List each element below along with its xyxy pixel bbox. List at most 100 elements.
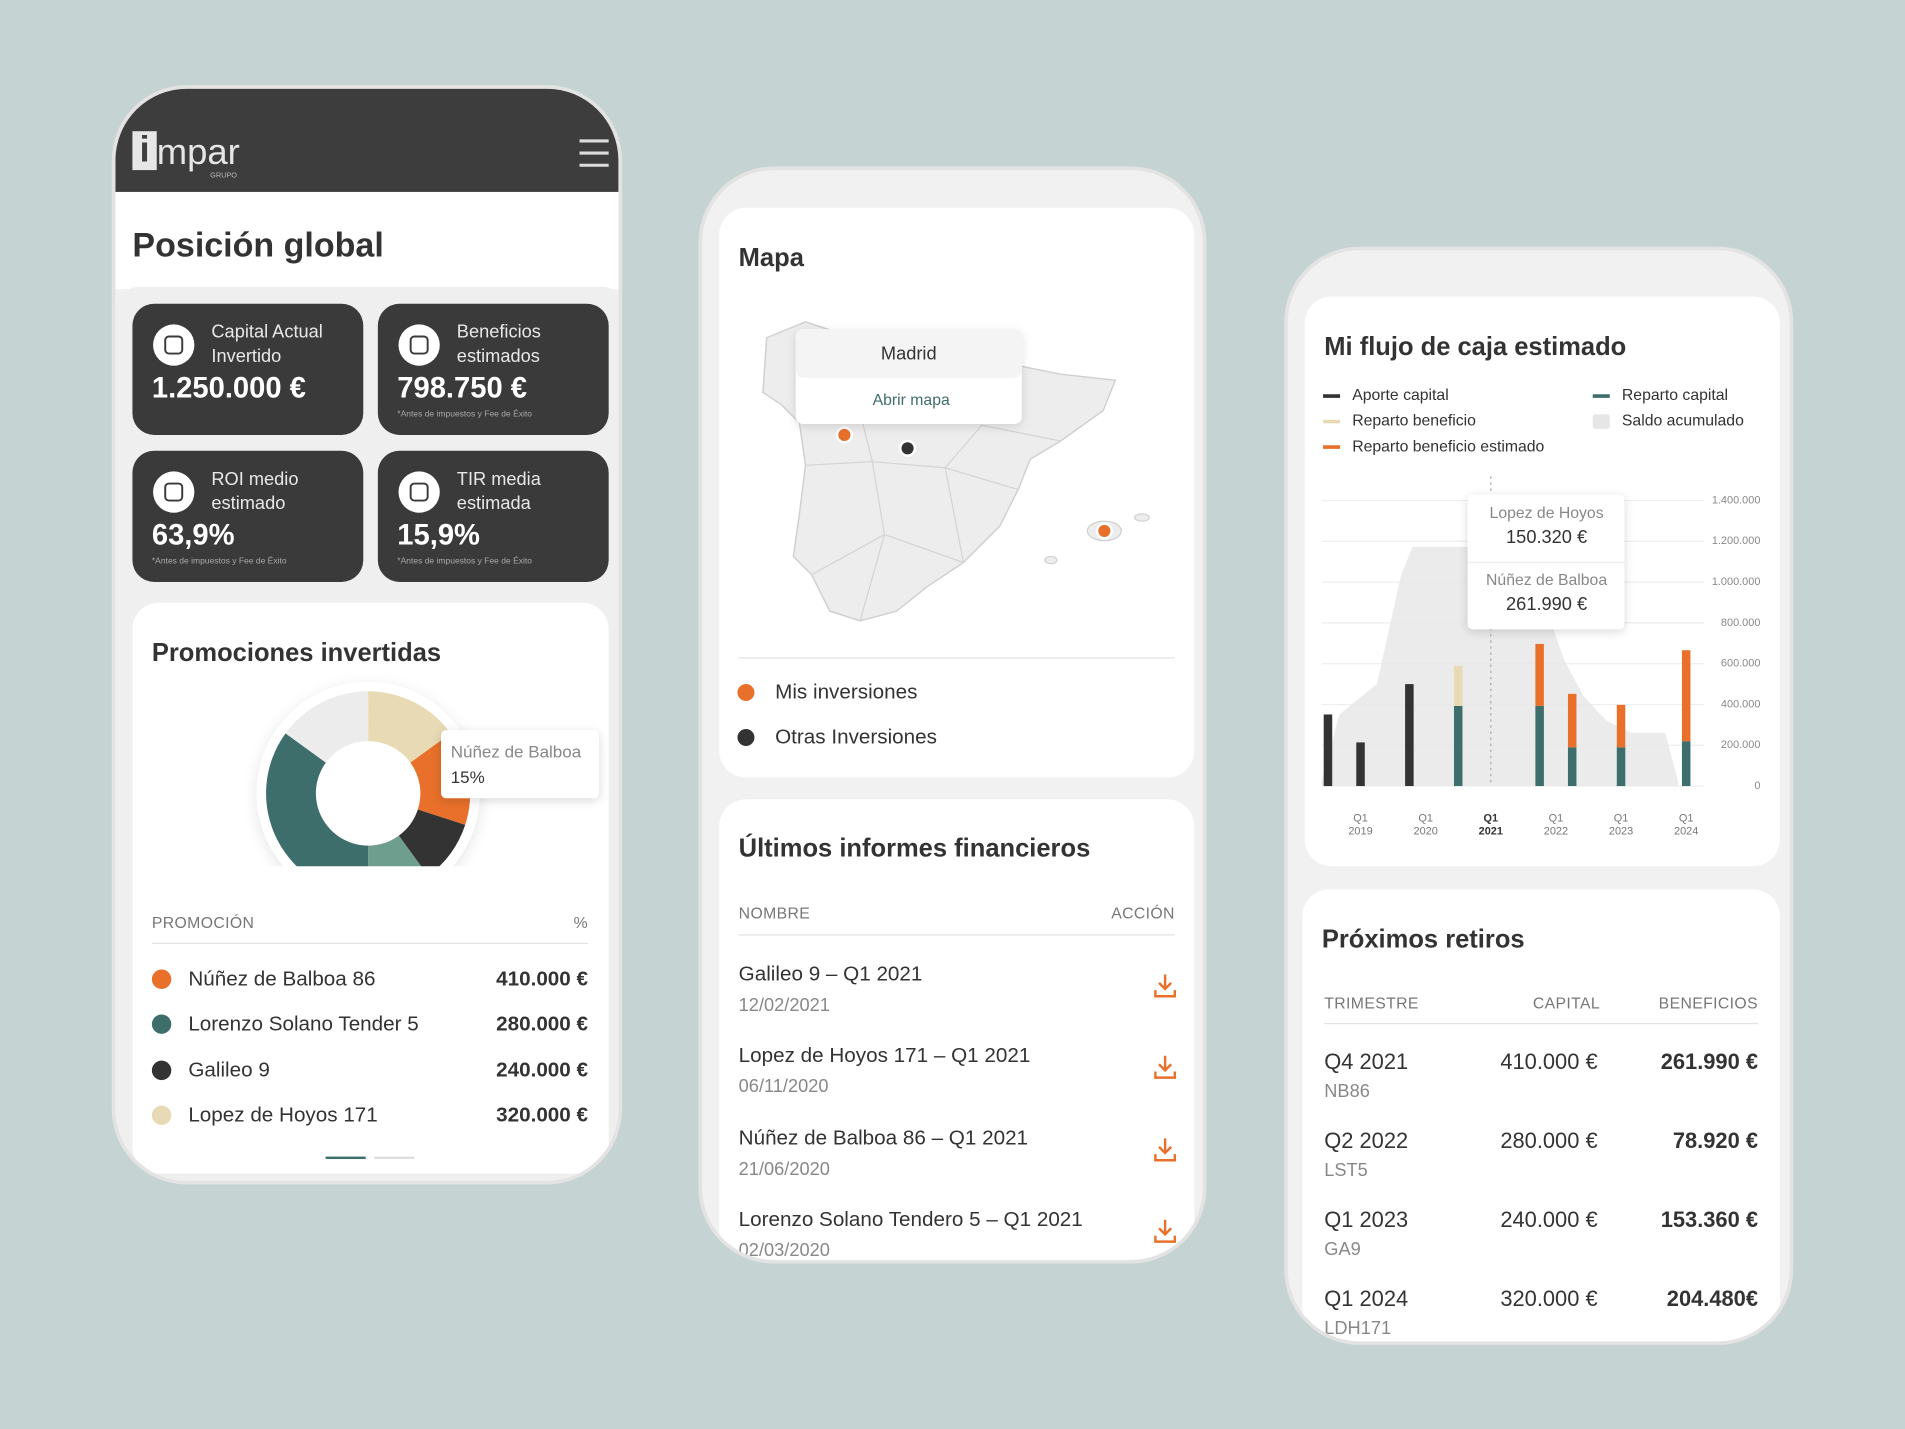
report-date: 02/03/2020: [738, 1240, 830, 1261]
legend-dot: [737, 728, 755, 746]
marker[interactable]: [838, 428, 851, 442]
y-tick-label: 0: [1754, 780, 1760, 792]
tooltip-name: Núñez de Balboa: [1486, 572, 1607, 589]
kpi-icon: [153, 471, 195, 513]
promotion-name: Galileo 9: [188, 1057, 270, 1081]
popup-action[interactable]: Abrir mapa: [873, 392, 950, 409]
chart-title: Mi flujo de caja estimado: [1324, 332, 1627, 361]
report-name: Lorenzo Solano Tendero 5 – Q1 2021: [738, 1207, 1083, 1231]
donut-tooltip: [441, 730, 599, 799]
x-tick-label: Q1 2019: [1348, 811, 1373, 838]
download-button[interactable]: [1152, 1054, 1179, 1081]
kpi-value: 63,9%: [151, 518, 235, 552]
bar: [1453, 665, 1463, 706]
legend-swatch: [1592, 414, 1610, 429]
kpi-icon: [398, 324, 440, 366]
legend-label: Reparto capital: [1622, 387, 1728, 404]
bar: [1567, 693, 1577, 748]
column-header: CAPITAL: [1532, 993, 1601, 1013]
bar: [1405, 684, 1414, 787]
region-borders: [799, 355, 1061, 621]
download-icon: [1154, 1137, 1177, 1161]
legend-dot: [151, 1060, 172, 1080]
donut-segment: [398, 809, 466, 867]
quarter: Q1 2023: [1324, 1207, 1409, 1232]
logo-sub: GRUPO: [210, 172, 237, 180]
download-button[interactable]: [1152, 1217, 1179, 1244]
donut-segment: [368, 835, 422, 867]
y-tick-label: 1.200.000: [1712, 535, 1761, 547]
report-date: 12/02/2021: [738, 995, 830, 1016]
legend-label: Reparto beneficio: [1352, 413, 1476, 430]
x-tick-label: Q1 2020: [1413, 811, 1438, 838]
icon-bg: [398, 324, 440, 366]
x-tick-label: Q1 2024: [1674, 811, 1699, 838]
benefit: 204.480€: [1666, 1286, 1758, 1311]
promotion-amount: 280.000 €: [496, 1012, 589, 1036]
column-header: NOMBRE: [738, 903, 811, 923]
x-tick-label: Q1 2022: [1543, 811, 1569, 838]
divider: [738, 934, 1175, 936]
kpi-note: *Antes de impuestos y Fee de Éxito: [151, 557, 287, 567]
bar: [1535, 643, 1544, 706]
column-header: %: [573, 913, 589, 932]
legend-label: Otras Inversiones: [775, 725, 937, 749]
report-name: Núñez de Balboa 86 – Q1 2021: [738, 1125, 1029, 1149]
donut-segment: [285, 691, 369, 763]
code: NB86: [1324, 1081, 1370, 1102]
code: LDH171: [1324, 1318, 1392, 1339]
bar: [1681, 650, 1691, 742]
legend-dot: [151, 1014, 172, 1035]
download-icon: [1154, 1219, 1177, 1243]
popup-head: [795, 329, 1022, 378]
promotion-name: Lorenzo Solano Tender 5: [188, 1012, 419, 1036]
promotion-amount: 240.000 €: [496, 1057, 589, 1081]
marker[interactable]: [1098, 524, 1111, 537]
bar: [1567, 747, 1577, 787]
y-tick-label: 200.000: [1721, 739, 1760, 751]
bar: [1616, 747, 1626, 787]
legend-label: Reparto beneficio estimado: [1352, 438, 1544, 455]
icon-glyph: [164, 335, 184, 355]
page-indicator[interactable]: [374, 1156, 415, 1160]
menu-button[interactable]: [577, 137, 611, 169]
report-date: 21/06/2020: [738, 1158, 830, 1180]
tooltip-value: 261.990 €: [1506, 594, 1587, 614]
page-indicator[interactable]: [325, 1156, 366, 1160]
bar-chart: 0 200.000 400.000 600.000 800.000 1.000.000 1.…: [1321, 387, 1761, 792]
report-name: Galileo 9 – Q1 2021: [738, 962, 923, 986]
y-tick-label: 400.000: [1721, 698, 1760, 710]
kpi-card: TIR media estimada 15,9% *Antes de impuest…: [377, 450, 609, 582]
column-header: BENEFICIOS: [1658, 993, 1758, 1013]
legend-label: Saldo acumulado: [1622, 413, 1744, 430]
icon-glyph: [164, 482, 184, 502]
capital: 320.000 €: [1500, 1286, 1598, 1311]
y-tick-label: 1.400.000: [1712, 494, 1761, 506]
kpi-card: Capital Actual Invertido 1.250.000 €: [132, 303, 364, 435]
y-tick-label: 800.000: [1721, 617, 1760, 629]
app-header: [115, 88, 619, 192]
quarter: Q4 2021: [1324, 1049, 1409, 1074]
tooltip-value: 150.320 €: [1506, 527, 1587, 547]
promotion-name: Núñez de Balboa 86: [188, 967, 376, 991]
download-button[interactable]: [1152, 972, 1179, 999]
column-header: PROMOCIÓN: [151, 913, 255, 932]
quarter: Q2 2022: [1324, 1128, 1409, 1153]
map-title: Mapa: [738, 244, 804, 273]
icon-glyph: [409, 482, 429, 502]
capital: 280.000 €: [1500, 1128, 1598, 1153]
kpi-value: 1.250.000 €: [151, 371, 306, 405]
download-button[interactable]: [1152, 1135, 1179, 1162]
marker[interactable]: [901, 442, 914, 455]
legend-dot: [151, 1105, 172, 1125]
reports-card: [719, 799, 1195, 1260]
promotion-amount: 320.000 €: [496, 1103, 589, 1127]
kpi-value: 15,9%: [397, 518, 480, 552]
download-icon: [1154, 974, 1177, 998]
kpi-icon: [153, 324, 195, 366]
kpi-label: ROI medio estimado: [211, 468, 299, 514]
benefit: 78.920 €: [1672, 1128, 1758, 1153]
legend-label: Aporte capital: [1352, 387, 1448, 404]
